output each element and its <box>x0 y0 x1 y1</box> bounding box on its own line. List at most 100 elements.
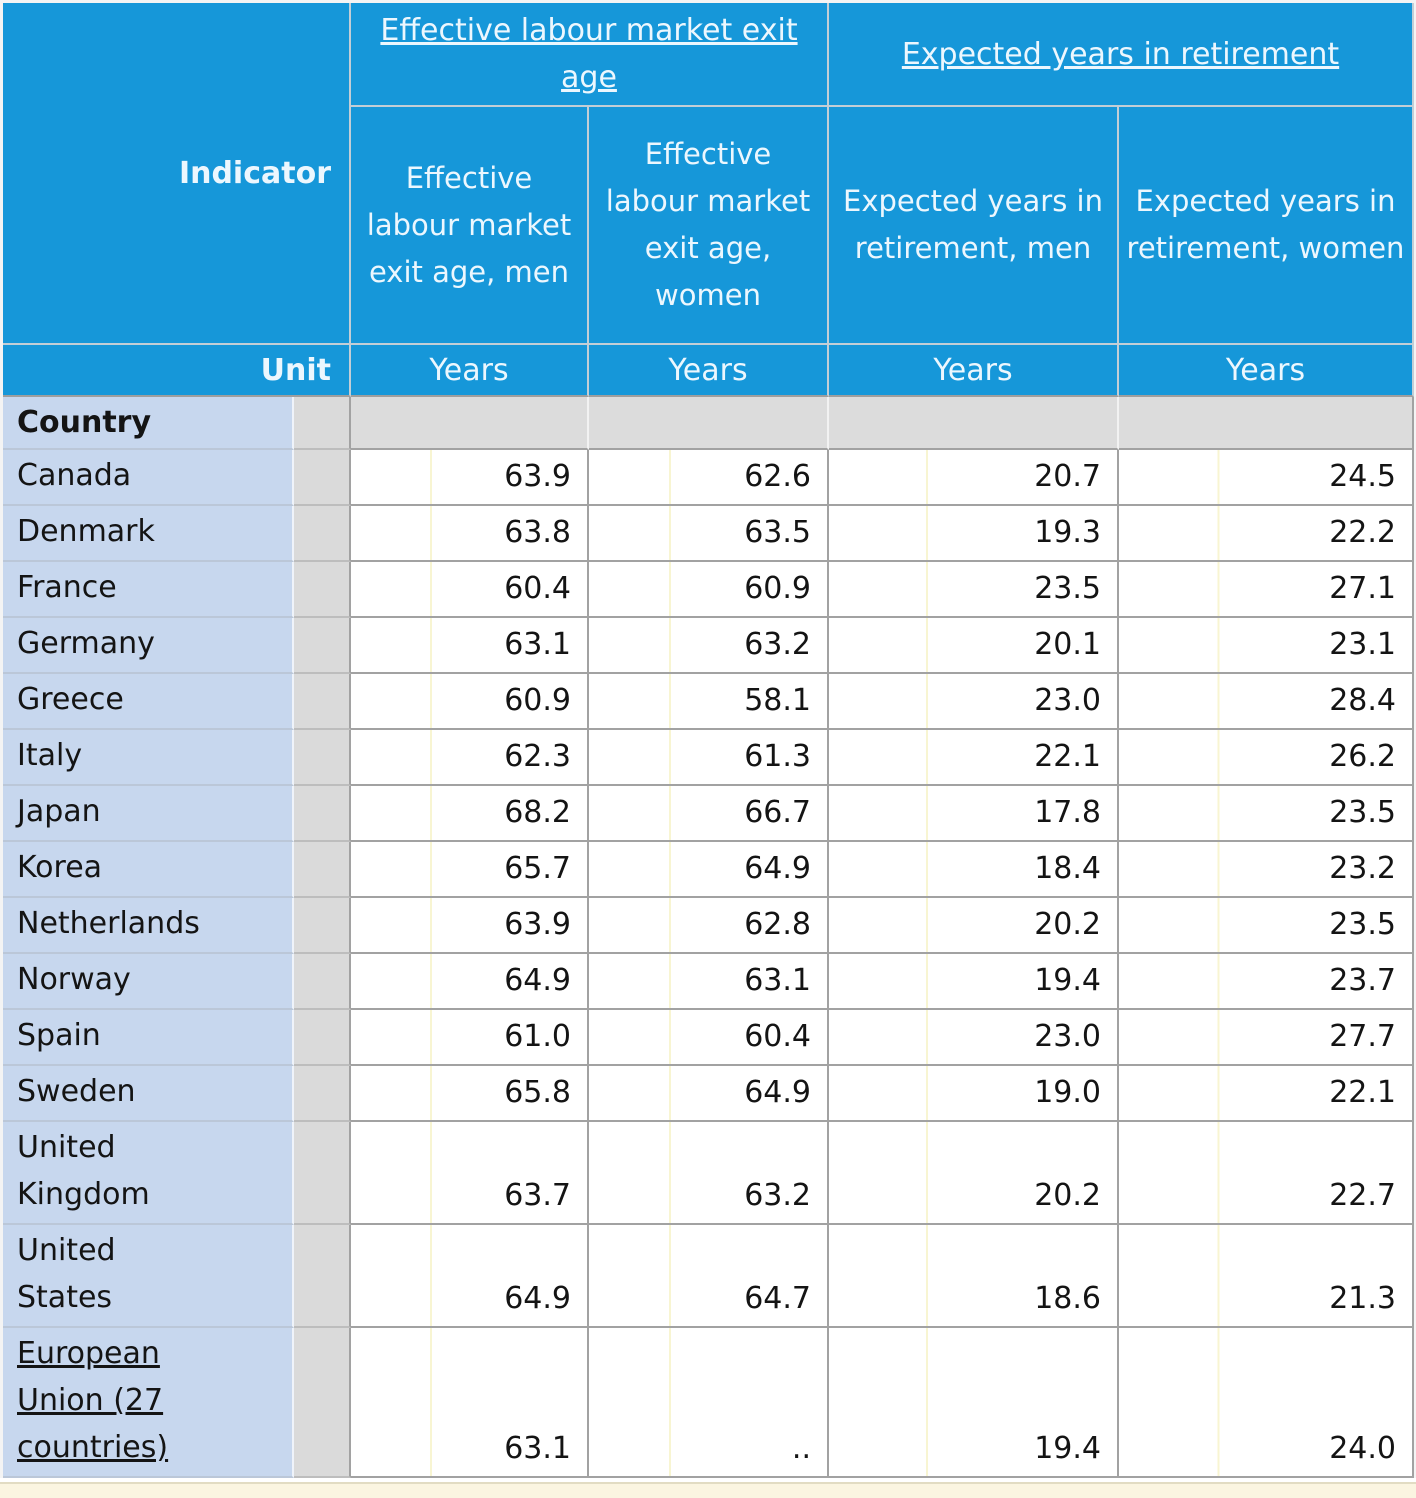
column-header-row: Effective labour market exit age, men Eff… <box>3 107 1414 345</box>
value-cell: 64.9 <box>589 842 829 898</box>
value-cell: 63.8 <box>351 506 589 562</box>
value-cell: 27.1 <box>1119 562 1414 618</box>
country-row-empty-cell <box>351 397 589 450</box>
value-cell: 64.9 <box>351 954 589 1010</box>
table-row: Denmark 63.8 63.5 19.3 22.2 <box>3 506 1414 562</box>
value-cell: 65.7 <box>351 842 589 898</box>
country-cell: Denmark <box>3 506 294 562</box>
country-cell: Korea <box>3 842 294 898</box>
bottom-strip <box>0 1482 1416 1498</box>
table-row: Norway 64.9 63.1 19.4 23.7 <box>3 954 1414 1010</box>
value-cell: 66.7 <box>589 786 829 842</box>
country-row-empty-cell <box>1119 397 1414 450</box>
value-cell: 23.5 <box>829 562 1119 618</box>
country-cell: United States <box>3 1225 294 1328</box>
value-cell: 23.2 <box>1119 842 1414 898</box>
value-cell: 60.4 <box>351 562 589 618</box>
unit-cell-2: Years <box>829 345 1119 397</box>
spacer-cell <box>294 562 351 618</box>
spacer-cell <box>294 450 351 506</box>
column-header-1: Effective labour market exit age, women <box>589 107 829 345</box>
value-cell: 23.5 <box>1119 898 1414 954</box>
spacer-cell <box>294 954 351 1010</box>
country-row-empty-cell <box>829 397 1119 450</box>
country-cell[interactable]: European Union (27 countries) <box>3 1328 294 1478</box>
value-cell: 60.9 <box>589 562 829 618</box>
value-cell: 63.1 <box>351 1328 589 1478</box>
value-cell: 63.2 <box>589 618 829 674</box>
spacer-cell <box>294 1122 351 1225</box>
table-row: Greece 60.9 58.1 23.0 28.4 <box>3 674 1414 730</box>
value-cell: 23.7 <box>1119 954 1414 1010</box>
country-header-row: Country <box>3 397 1414 450</box>
value-cell: 27.7 <box>1119 1010 1414 1066</box>
spacer-cell <box>294 730 351 786</box>
country-cell: France <box>3 562 294 618</box>
value-cell: 64.9 <box>351 1225 589 1328</box>
value-cell: 18.6 <box>829 1225 1119 1328</box>
value-cell: 19.4 <box>829 1328 1119 1478</box>
value-cell: 22.1 <box>1119 1066 1414 1122</box>
value-cell: 18.4 <box>829 842 1119 898</box>
value-cell: 65.8 <box>351 1066 589 1122</box>
value-cell: 61.0 <box>351 1010 589 1066</box>
unit-row: Unit Years Years Years Years <box>3 345 1414 397</box>
country-cell: Netherlands <box>3 898 294 954</box>
spacer-cell <box>294 618 351 674</box>
spacer-cell <box>294 842 351 898</box>
value-cell: 64.9 <box>589 1066 829 1122</box>
value-cell: 22.7 <box>1119 1122 1414 1225</box>
value-cell: 23.5 <box>1119 786 1414 842</box>
column-header-0: Effective labour market exit age, men <box>351 107 589 345</box>
value-cell: 63.7 <box>351 1122 589 1225</box>
value-cell: 21.3 <box>1119 1225 1414 1328</box>
country-section-label: Country <box>3 397 294 450</box>
unit-cell-0: Years <box>351 345 589 397</box>
country-cell: Japan <box>3 786 294 842</box>
spacer-cell <box>294 506 351 562</box>
value-cell: 61.3 <box>589 730 829 786</box>
value-cell: 63.5 <box>589 506 829 562</box>
country-cell: Germany <box>3 618 294 674</box>
value-cell: 58.1 <box>589 674 829 730</box>
indicator-label: Indicator <box>3 3 351 345</box>
value-cell: 20.2 <box>829 1122 1119 1225</box>
value-cell: 62.3 <box>351 730 589 786</box>
value-cell: 20.7 <box>829 450 1119 506</box>
table-row: United Kingdom 63.7 63.2 20.2 22.7 <box>3 1122 1414 1225</box>
column-header-2: Expected years in retirement, men <box>829 107 1119 345</box>
country-cell: Spain <box>3 1010 294 1066</box>
spacer-cell <box>294 898 351 954</box>
unit-cell-1: Years <box>589 345 829 397</box>
value-cell: 62.8 <box>589 898 829 954</box>
retirement-statistics-table: Indicator Effective labour market exit a… <box>3 3 1414 1478</box>
value-cell: 20.1 <box>829 618 1119 674</box>
table-row: Japan 68.2 66.7 17.8 23.5 <box>3 786 1414 842</box>
value-cell: 19.3 <box>829 506 1119 562</box>
unit-label: Unit <box>3 345 351 397</box>
value-cell: 62.6 <box>589 450 829 506</box>
spacer-cell <box>294 397 351 450</box>
country-row-empty-cell <box>589 397 829 450</box>
country-cell: Italy <box>3 730 294 786</box>
value-cell: 22.2 <box>1119 506 1414 562</box>
table-row: Sweden 65.8 64.9 19.0 22.1 <box>3 1066 1414 1122</box>
value-cell: 68.2 <box>351 786 589 842</box>
spacer-cell <box>294 786 351 842</box>
column-header-3: Expected years in retirement, women <box>1119 107 1414 345</box>
unit-cell-3: Years <box>1119 345 1414 397</box>
spacer-cell <box>294 1328 351 1478</box>
table-row: Germany 63.1 63.2 20.1 23.1 <box>3 618 1414 674</box>
spacer-cell <box>294 1010 351 1066</box>
country-cell: Sweden <box>3 1066 294 1122</box>
value-cell: 63.1 <box>351 618 589 674</box>
group-header-exit-age[interactable]: Effective labour market exit age <box>351 3 829 107</box>
spacer-cell <box>294 1066 351 1122</box>
value-cell: 63.2 <box>589 1122 829 1225</box>
value-cell: 22.1 <box>829 730 1119 786</box>
group-header-retirement[interactable]: Expected years in retirement <box>829 3 1414 107</box>
value-cell: 17.8 <box>829 786 1119 842</box>
value-cell: 19.0 <box>829 1066 1119 1122</box>
value-cell: 28.4 <box>1119 674 1414 730</box>
